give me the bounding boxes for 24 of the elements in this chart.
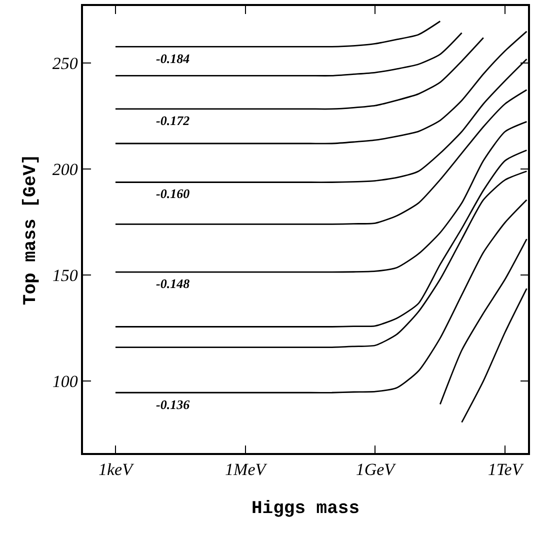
x-tick-label: 1GeV [356,460,398,480]
y-tick-label: 150 [52,266,78,285]
x-tick-label: 1TeV [488,460,525,480]
line-series [439,238,528,405]
annotation: -0.184 [156,51,190,66]
line-series [114,199,528,394]
x-axis-title: Higgs mass [251,498,360,519]
x-tick-label: 1keV [98,460,136,480]
line-series [114,32,462,76]
line-series [114,30,528,144]
annotation: -0.172 [156,113,190,128]
annotation: -0.160 [156,186,190,201]
annotation: -0.136 [156,397,190,412]
line-series [114,150,528,328]
y-axis-title: Top mass [GeV] [21,154,42,306]
line-series [114,20,441,48]
x-tick-label: 1MeV [225,460,268,480]
line-series [114,89,528,225]
annotation: -0.148 [156,276,190,291]
y-tick-label: 200 [52,160,78,180]
line-series [114,37,484,110]
y-tick-label: 100 [52,372,78,391]
y-tick-label: 250 [52,54,78,74]
line-series [461,288,528,423]
